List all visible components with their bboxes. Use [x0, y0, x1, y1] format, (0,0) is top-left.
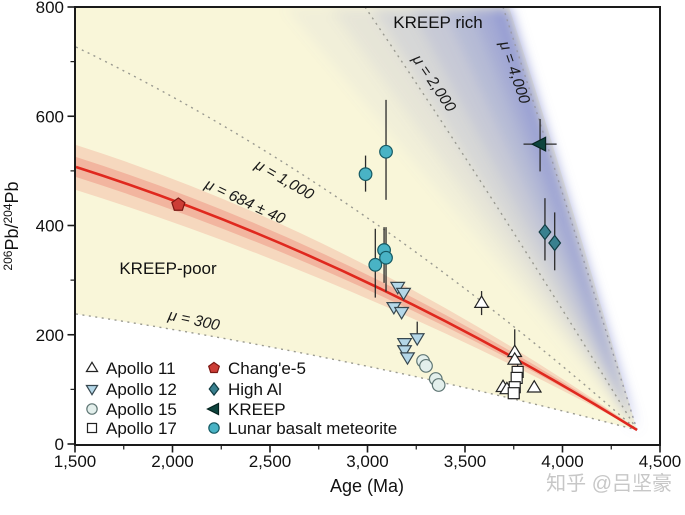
point-apollo-15: [431, 378, 446, 392]
point-apollo-12: [396, 345, 413, 359]
y-tick-label: 200: [36, 326, 64, 345]
legend-item-chang-e-5: Chang'e-5: [207, 359, 306, 378]
point-apollo-11: [473, 294, 490, 308]
x-tick-label: 2,500: [249, 452, 292, 471]
point-chang-e-5: [171, 197, 186, 211]
legend-label: Apollo 15: [106, 400, 177, 419]
x-tick-label: 4,000: [541, 452, 584, 471]
point-high-al: [548, 234, 562, 252]
y-tick-label: 400: [36, 217, 64, 236]
x-tick-label: 4,500: [639, 452, 682, 471]
mu-684-line: [76, 165, 638, 432]
point-apollo-12: [399, 352, 416, 366]
legend-label: Lunar basalt meteorite: [228, 419, 397, 438]
point-high-al: [538, 223, 552, 241]
legend-item-kreep: KREEP: [206, 400, 286, 419]
legend-item-apollo-15: Apollo 15: [86, 400, 177, 419]
legend-item-apollo-11: Apollo 11: [85, 359, 176, 378]
legend-label: High Al: [228, 380, 282, 399]
mu-300-line: [76, 313, 638, 431]
y-axis-title: 206Pb/204Pb: [1, 181, 22, 270]
legend-marker: [85, 384, 99, 396]
legend-marker: [86, 403, 98, 415]
legend-marker: [206, 402, 220, 416]
legend-label: KREEP: [228, 400, 286, 419]
x-tick-label: 3,000: [346, 452, 389, 471]
legend-label: Apollo 12: [106, 380, 177, 399]
kreep-rich-label: KREEP rich: [393, 13, 482, 32]
point-lunar-basalt-meteorite: [368, 257, 383, 272]
point-apollo-12: [396, 338, 413, 352]
axis-tick-labels: 1,500 2,000 2,500 3,000 3,500 4,000 4,500 0 200 4…: [36, 0, 682, 471]
point-apollo-12: [409, 333, 426, 347]
x-tick-label: 1,500: [54, 452, 97, 471]
legend-marker: [85, 361, 99, 373]
point-apollo-11: [506, 351, 523, 365]
legend-marker: [208, 381, 220, 397]
y-tick-label: 800: [36, 0, 64, 17]
legend-label: Chang'e-5: [228, 359, 306, 378]
point-apollo-12: [393, 306, 410, 320]
legend-item-high-al: High Al: [208, 380, 282, 399]
y-axis-mid: Pb/: [2, 224, 22, 251]
point-apollo-15: [419, 358, 433, 373]
legend-item-lunar-basalt-meteorite: Lunar basalt meteorite: [208, 419, 397, 438]
point-apollo-11: [526, 379, 543, 393]
legend-marker: [86, 422, 98, 434]
legend-label: Apollo 11: [106, 359, 176, 378]
point-lunar-basalt-meteorite: [358, 167, 373, 182]
point-apollo-17: [507, 387, 520, 400]
point-kreep: [530, 136, 547, 152]
legend-item-apollo-12: Apollo 12: [85, 380, 177, 399]
axis-ticks: [67, 6, 661, 453]
y-tick-label: 600: [36, 107, 64, 126]
point-apollo-12: [395, 287, 412, 301]
y-axis-end: Pb: [2, 181, 22, 203]
x-axis-title: Age (Ma): [330, 476, 404, 496]
data-points-layer: [171, 99, 562, 400]
y-axis-sup-206: 206: [1, 250, 15, 270]
point-lunar-basalt-meteorite: [379, 250, 393, 265]
y-axis-sup-204: 204: [1, 203, 15, 223]
watermark-shadow: 知乎 @吕坚豪: [548, 474, 674, 497]
watermark: 知乎 @吕坚豪: [546, 472, 672, 495]
x-tick-label: 3,500: [444, 452, 487, 471]
legend-item-apollo-17: Apollo 17: [86, 419, 177, 438]
y-tick-label: 0: [55, 435, 64, 454]
x-tick-label: 2,000: [151, 452, 194, 471]
kreep-poor-label: KREEP-poor: [119, 259, 217, 278]
point-lunar-basalt-meteorite: [379, 144, 393, 159]
legend-label: Apollo 17: [106, 419, 177, 438]
legend-marker: [208, 422, 220, 434]
legend-marker: [207, 361, 221, 374]
